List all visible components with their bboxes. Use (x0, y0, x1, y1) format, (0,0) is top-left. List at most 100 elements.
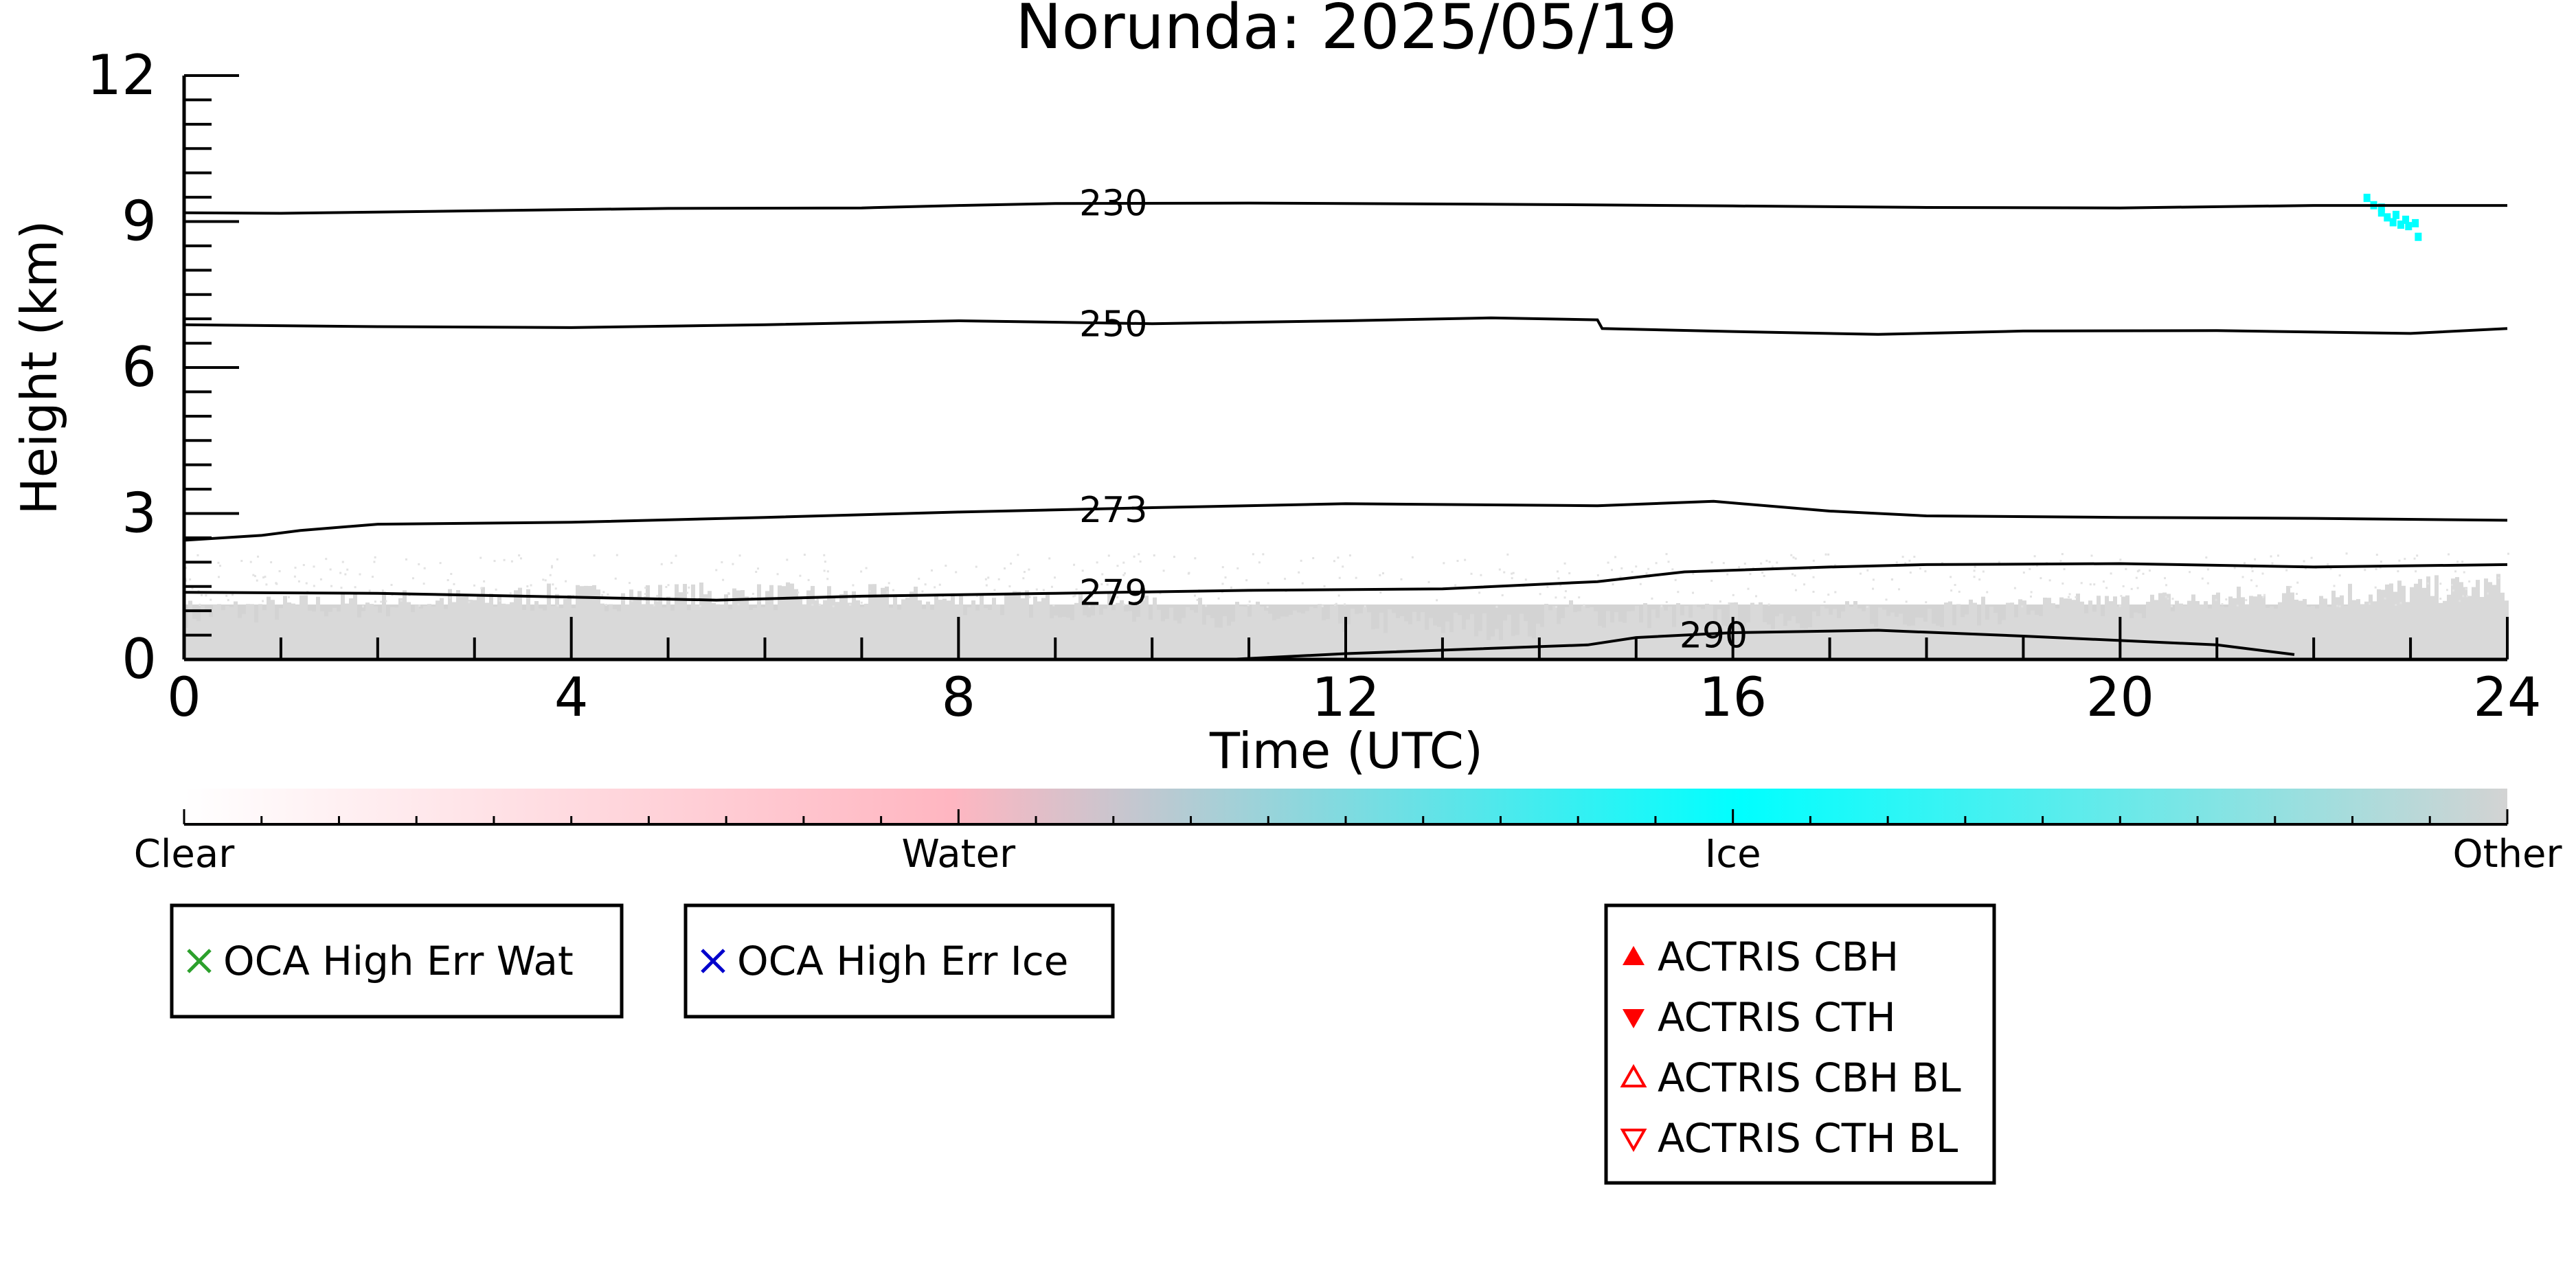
other-class-speck (631, 600, 633, 602)
ice-class-pixel (2389, 218, 2397, 227)
other-class-speck (1138, 553, 1140, 556)
other-class-speck (544, 579, 547, 582)
other-class-speck (1464, 558, 1467, 561)
other-class-speck (1333, 560, 1335, 563)
other-class-speck (2189, 571, 2191, 574)
ice-class-pixel (2384, 213, 2391, 222)
other-class-speck (1008, 585, 1011, 588)
other-class-speck (1262, 553, 1265, 556)
other-class-speck (1954, 584, 1956, 587)
ice-class-pixel (2415, 232, 2422, 241)
other-class-speck (2030, 595, 2033, 598)
ice-class-pixel (2363, 194, 2371, 203)
other-class-speck (1866, 569, 1869, 572)
other-class-speck (1159, 592, 1162, 595)
other-class-speck (2215, 598, 2217, 601)
legend-entry-label: ACTRIS CTH (1658, 994, 1896, 1041)
other-class-speck (270, 561, 273, 563)
other-class-speck (615, 554, 618, 556)
other-class-speck (2345, 552, 2348, 555)
other-class-speck (1054, 576, 1057, 579)
other-class-speck (1827, 594, 1830, 596)
other-class-speck (565, 580, 567, 583)
other-class-speck (1217, 597, 1220, 600)
other-class-speck (1973, 576, 1976, 578)
other-class-speck (665, 586, 668, 589)
other-class-speck (721, 561, 723, 563)
other-class-speck (1334, 604, 1337, 607)
colorbar-label: Water (902, 832, 1017, 877)
other-class-speck (262, 576, 265, 579)
other-class-speck (860, 601, 863, 604)
other-class-speck (1790, 554, 1793, 556)
other-class-speck (1908, 559, 1911, 562)
other-class-speck (1738, 566, 1741, 569)
other-class-speck (1022, 577, 1025, 580)
other-class-speck (227, 599, 229, 602)
other-class-speck (2395, 604, 2397, 607)
other-class-speck (231, 594, 234, 596)
other-class-speck (1823, 600, 1826, 603)
other-class-speck (1048, 557, 1051, 560)
other-class-speck (2102, 580, 2105, 583)
x-ticks: 0 4 8 12 16 20 24 (167, 617, 2542, 729)
other-class-speck (1901, 556, 1904, 558)
other-class-speck (752, 592, 754, 595)
other-class-speck (240, 560, 243, 563)
legend-frame (1604, 903, 1996, 1185)
other-class-speck (2413, 557, 2416, 560)
other-class-speck (1924, 570, 1927, 573)
other-class-speck (530, 584, 532, 587)
other-class-speck (275, 583, 278, 585)
other-class-speck (2233, 567, 2236, 569)
other-class-speck (1771, 565, 1774, 568)
other-class-speck (849, 604, 852, 607)
other-class-speck (1555, 605, 1557, 608)
other-class-speck (1950, 576, 1952, 578)
legend-frame (170, 903, 624, 1019)
other-class-speck (1559, 584, 1562, 587)
other-class-speck (418, 605, 421, 607)
other-class-speck (339, 572, 342, 574)
other-class-speck (1986, 591, 1989, 594)
other-class-speck (480, 587, 483, 589)
other-class-speck (2404, 558, 2406, 561)
ice-class-pixel (2392, 210, 2399, 219)
other-class-speck (1794, 574, 1796, 577)
other-class-speck (1677, 591, 1680, 594)
other-class-speck (667, 584, 670, 587)
other-class-speck (776, 573, 779, 576)
other-class-speck (1610, 569, 1613, 572)
other-class-speck (2456, 561, 2459, 563)
other-class-speck (2206, 568, 2209, 571)
other-class-speck (1747, 587, 1750, 590)
other-class-speck (1221, 583, 1224, 585)
other-class-speck (2022, 572, 2025, 574)
other-class-speck (2270, 555, 2272, 558)
legend-entry-label: ACTRIS CBH (1658, 934, 1899, 980)
y-tick-label: 0 (122, 627, 157, 691)
other-class-speck (955, 571, 958, 574)
legend-frame (683, 903, 1115, 1019)
other-class-speck (1321, 605, 1324, 608)
other-class-speck (1655, 562, 1658, 565)
other-class-speck (1665, 553, 1668, 556)
other-class-speck (526, 585, 529, 588)
x-tick-label: 16 (1699, 667, 1767, 729)
other-class-speck (1719, 600, 1721, 603)
other-class-speck (722, 578, 725, 581)
plot-area: 230 250 273 279 290 (183, 183, 2509, 661)
other-class-speck (2468, 580, 2471, 583)
other-class-speck (1671, 568, 1674, 571)
other-class-speck (1230, 586, 1232, 589)
other-class-speck (2059, 560, 2062, 563)
other-class-speck (1122, 603, 1125, 606)
other-class-speck (593, 554, 596, 557)
ice-class-pixel (2412, 218, 2419, 227)
other-class-speck (1647, 567, 1650, 570)
other-class-speck (2255, 585, 2258, 587)
other-class-speck (1298, 571, 1300, 574)
other-class-speck (297, 580, 300, 583)
other-class-speck (993, 589, 996, 591)
contour-label: 290 (1680, 615, 1748, 657)
